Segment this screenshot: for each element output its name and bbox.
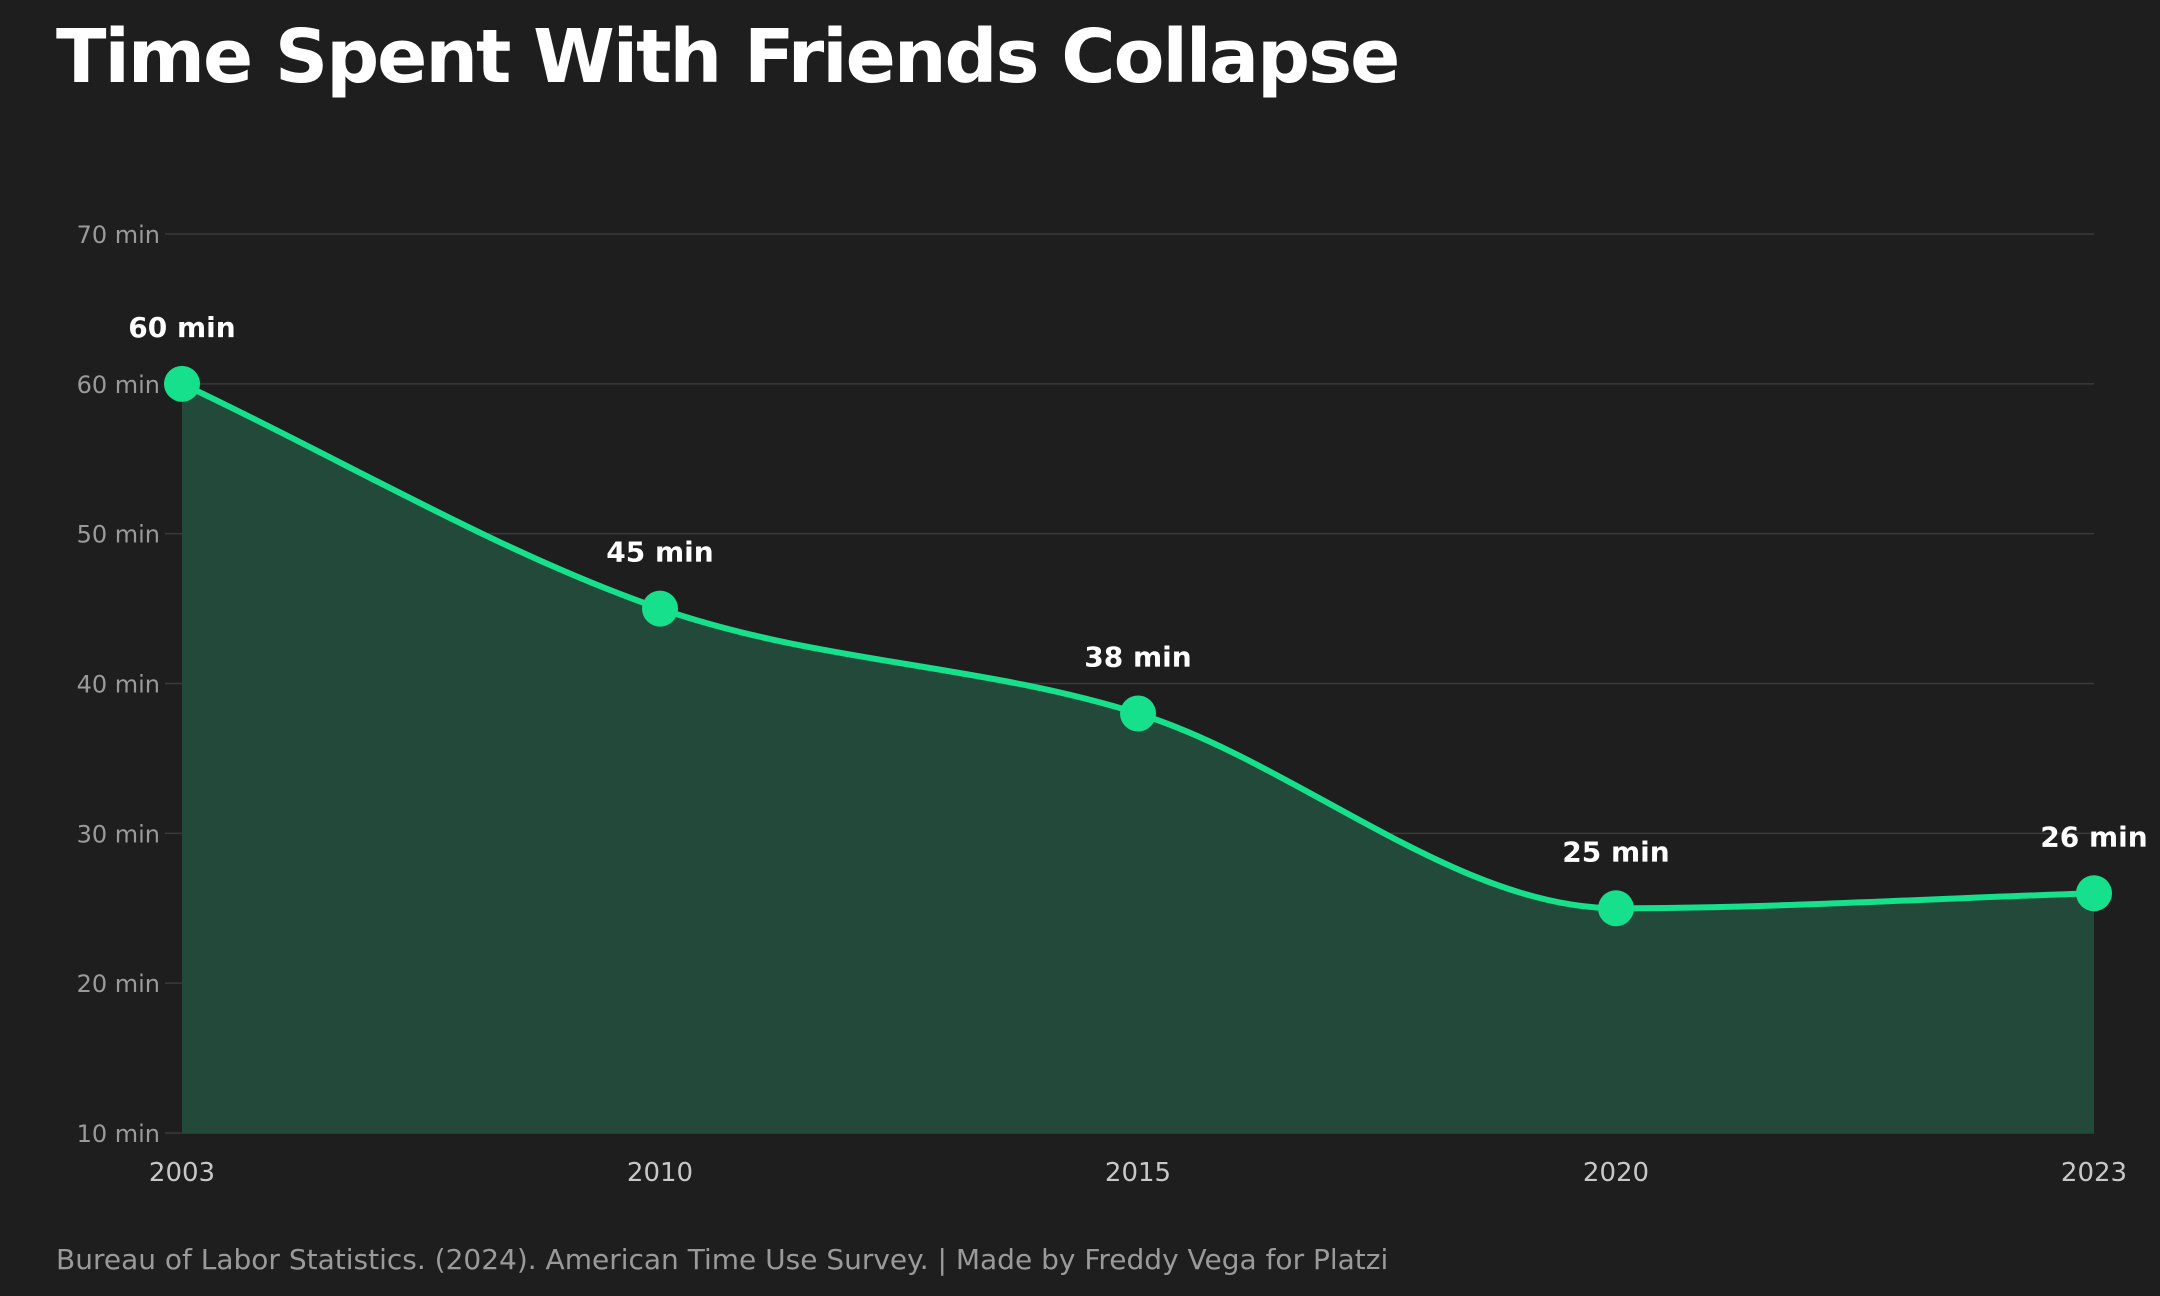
- x-tick-label: 2010: [627, 1158, 693, 1188]
- y-tick-label: 60 min: [77, 371, 160, 399]
- data-label: 60 min: [128, 311, 235, 344]
- data-label: 26 min: [2040, 820, 2147, 853]
- area-fill: [182, 383, 2094, 1133]
- x-tick-label: 2015: [1105, 1158, 1171, 1188]
- chart-title: Time Spent With Friends Collapse: [56, 14, 1400, 100]
- data-labels: 60 min 45 min 38 min 25 min 26 min: [128, 311, 2147, 868]
- data-label: 38 min: [1084, 640, 1191, 673]
- x-axis-ticks: 2003 2010 2015 2020 2023: [149, 1158, 2127, 1188]
- source-footer: Bureau of Labor Statistics. (2024). Amer…: [56, 1243, 1389, 1276]
- data-point: [642, 590, 678, 627]
- x-tick-label: 2003: [149, 1158, 215, 1188]
- y-tick-label: 30 min: [77, 820, 160, 848]
- data-point: [1120, 695, 1156, 732]
- y-tick-label: 50 min: [77, 521, 160, 549]
- y-axis-ticks: 70 min 60 min 50 min 40 min 30 min 20 min 10 m…: [77, 221, 160, 1148]
- area-series: [182, 383, 2094, 1133]
- data-label: 25 min: [1562, 835, 1669, 868]
- y-tick-label: 70 min: [77, 221, 160, 249]
- y-tick-label: 10 min: [77, 1120, 160, 1148]
- data-point: [2076, 875, 2112, 912]
- y-tick-label: 40 min: [77, 671, 160, 699]
- data-points: [164, 365, 2112, 927]
- y-tick-label: 20 min: [77, 970, 160, 998]
- data-point: [164, 365, 200, 402]
- x-tick-label: 2023: [2061, 1158, 2127, 1188]
- data-point: [1598, 890, 1634, 927]
- x-tick-label: 2020: [1583, 1158, 1649, 1188]
- data-label: 45 min: [606, 536, 713, 569]
